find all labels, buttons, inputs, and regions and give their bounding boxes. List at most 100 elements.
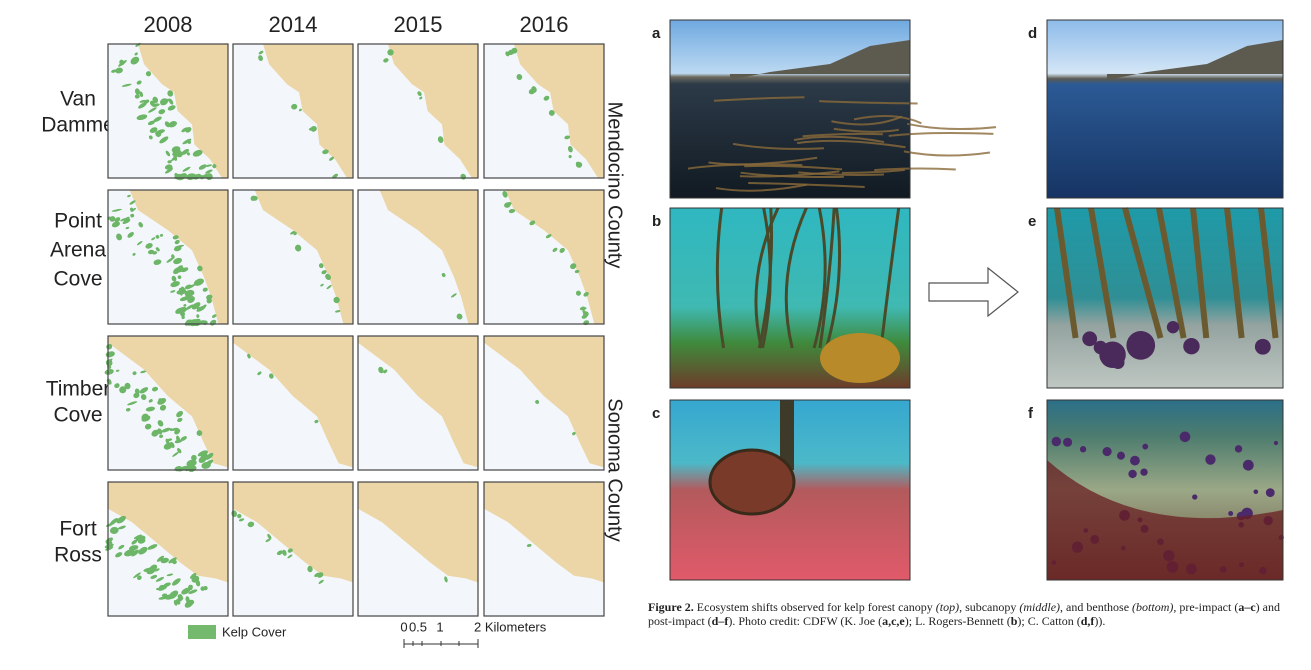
kelp-patch [114, 217, 121, 223]
kelp-patch [186, 139, 192, 144]
caption-run: ) and post-impact ( [648, 600, 1283, 628]
kelp-patch [200, 586, 205, 591]
kelp-patch [166, 573, 174, 577]
map-land [484, 336, 604, 468]
kelp-patch [167, 105, 176, 111]
kelp-patch [165, 150, 171, 157]
photo-panel [669, 19, 997, 199]
kelp-patch [164, 167, 173, 174]
kelp-patch [159, 404, 167, 411]
kelp-patch [147, 544, 158, 550]
kelp-patch [291, 103, 298, 110]
kelp-patch [172, 559, 177, 565]
kelp-stipe [802, 132, 883, 138]
kelp-map [107, 189, 229, 327]
kelp-patch [156, 587, 160, 591]
kelp-patch [166, 257, 174, 263]
kelp-patch [125, 226, 130, 230]
kelp-patch [287, 554, 293, 559]
kelp-patch [161, 427, 171, 433]
kelp-patch [181, 286, 186, 293]
map-frame [357, 335, 479, 471]
kelp-patch [179, 310, 185, 317]
photo-frame [1046, 19, 1284, 199]
kelp-patch [247, 353, 251, 359]
photo-panel [669, 207, 911, 389]
urchin [1265, 488, 1275, 498]
kelp-patch [119, 386, 127, 394]
map-frame [107, 335, 229, 471]
kelp-stipe [793, 135, 885, 144]
kelp-patch [456, 313, 463, 320]
kelp-patch [118, 60, 127, 67]
kelp-patch [111, 208, 122, 212]
kelp-patch [134, 52, 138, 56]
site-label: Cove [53, 404, 102, 427]
panel-letter: a [652, 25, 661, 42]
kelp-patch [139, 387, 149, 394]
kelp-patch [191, 454, 197, 461]
kelp-patch [136, 240, 143, 246]
caption-run: a–c [1238, 600, 1256, 614]
kelp-stipe [732, 142, 824, 150]
kelp-patch [151, 237, 156, 241]
kelp-patch [170, 290, 176, 293]
site-label: Timber [46, 378, 111, 401]
kelp-patch [507, 49, 515, 56]
kelp-patch [168, 557, 177, 564]
scale-bar [403, 639, 479, 648]
kelp-patch [127, 232, 134, 238]
kelp-patch [157, 398, 167, 405]
kelp-stipe [903, 150, 991, 157]
urchin [1234, 445, 1243, 453]
scale-label: 2 Kilometers [474, 619, 547, 634]
kelp-patch [201, 461, 211, 469]
caption-run: (top) [935, 600, 960, 614]
site-label: Van [60, 88, 96, 111]
kelp-patch [173, 600, 178, 606]
kelp-patch [269, 373, 274, 379]
kelp-patch [441, 272, 446, 278]
kelp-patch [155, 131, 162, 137]
kelp-patch [140, 394, 147, 400]
kelp-patch [188, 589, 198, 594]
kelp-patch [159, 233, 164, 237]
kelp-patch [150, 574, 158, 579]
scale-label: 0.5 [409, 619, 427, 634]
kelp-map [483, 189, 605, 326]
kelp-map [483, 335, 605, 471]
kelp-patch [508, 208, 516, 214]
caption-run: d–f [711, 614, 729, 628]
kelp-patch [314, 572, 320, 578]
map-land [379, 190, 478, 324]
kelp-patch [111, 69, 117, 73]
kelp-patch [582, 310, 587, 315]
kelp-stipe [1224, 207, 1245, 339]
kelp-patch [184, 600, 194, 608]
photo-panel [669, 399, 911, 581]
kelp-patch [332, 173, 339, 179]
kelp-patch [130, 207, 137, 212]
kelp-patch [237, 513, 242, 519]
kelp-patch [155, 576, 165, 582]
caption-run: a,c,e [882, 614, 905, 628]
kelp-patch [122, 219, 131, 224]
kelp-patch [258, 55, 263, 61]
kelp-patch [173, 257, 183, 265]
caption-run: (middle) [1019, 600, 1061, 614]
urchin [1273, 440, 1279, 446]
kelp-patch [138, 546, 148, 555]
kelp-patch [118, 544, 125, 550]
map-frame [483, 335, 605, 471]
kelp-patch [138, 102, 147, 109]
kelp-patch [147, 120, 155, 126]
kelp-patch [134, 94, 140, 99]
map-frame [232, 43, 354, 179]
kelp-map [483, 43, 605, 179]
kelp-patch [157, 420, 164, 427]
kelp-stipe [831, 115, 903, 126]
kelp-patch [526, 543, 532, 547]
kelp-patch [543, 95, 550, 101]
